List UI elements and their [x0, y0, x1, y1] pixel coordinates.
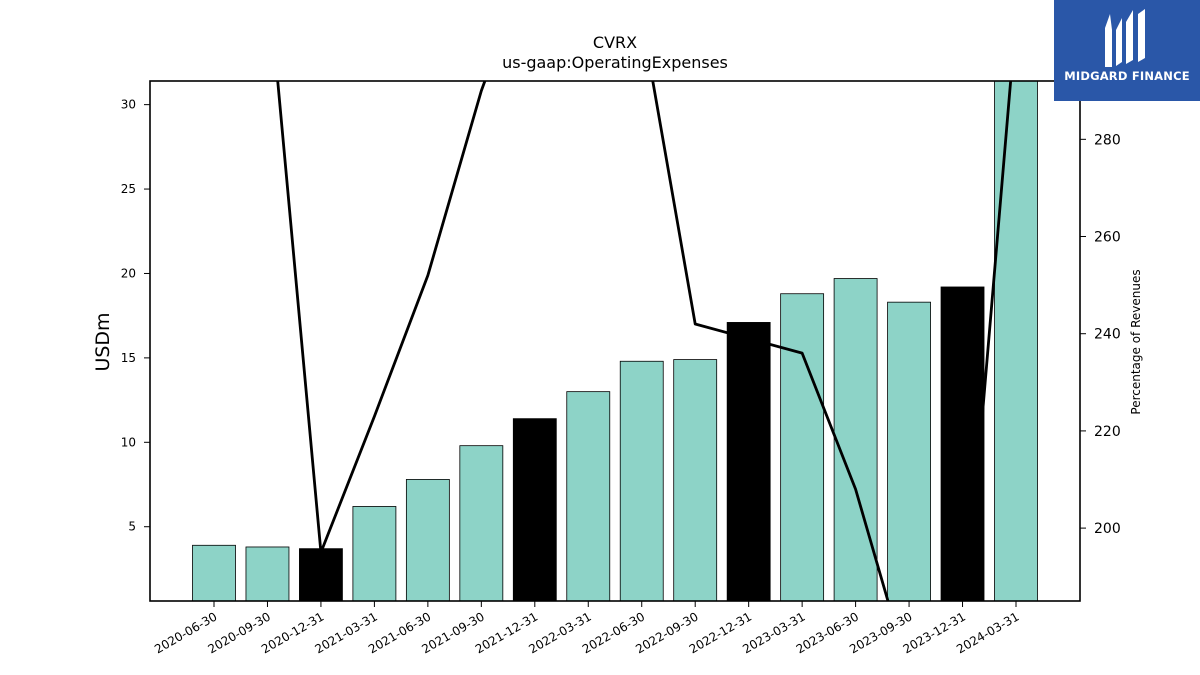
bar-series — [192, 81, 1038, 601]
bar-2020-06-30 — [192, 544, 236, 601]
y-tick-label: 20 — [121, 266, 136, 280]
y2-tick-label: 240 — [1094, 327, 1121, 343]
line-series — [276, 81, 1013, 601]
y-axis-label: USDm — [92, 312, 114, 371]
bar-2024-03-31 — [994, 81, 1038, 601]
y-tick-label: 5 — [128, 520, 136, 534]
y-tick-label: 25 — [121, 182, 136, 196]
bar-2021-03-31 — [352, 506, 397, 601]
chart-title: CVRX — [593, 33, 637, 52]
bar-2022-03-31 — [566, 391, 611, 601]
midgard-logo: MIDGARD FINANCE — [1054, 0, 1200, 101]
bar-2023-03-31 — [780, 293, 825, 601]
percentage-line — [276, 81, 1013, 601]
y2-axis-label: Percentage of Revenues — [1129, 269, 1143, 414]
midgard-logo-icon — [1105, 9, 1145, 67]
bar-2021-09-30 — [459, 445, 504, 601]
bar-2023-06-30 — [833, 278, 878, 601]
logo-text: MIDGARD FINANCE — [1064, 69, 1190, 83]
y-tick-label: 30 — [121, 98, 136, 112]
bar-2022-09-30 — [673, 359, 718, 601]
y-tick-label: 10 — [121, 435, 136, 449]
bar-2021-06-30 — [405, 479, 450, 601]
y2-tick-label: 260 — [1094, 230, 1121, 246]
y-tick-label: 15 — [121, 351, 136, 365]
y2-tick-label: 220 — [1094, 424, 1121, 440]
y2-tick-label: 200 — [1094, 521, 1121, 537]
bar-2020-12-31 — [299, 548, 343, 601]
bar-2022-12-31 — [726, 322, 771, 601]
y2-tick-label: 280 — [1094, 132, 1121, 148]
bar-2021-12-31 — [512, 418, 557, 601]
plot-frame — [149, 80, 1081, 602]
bar-2022-06-30 — [619, 360, 664, 601]
bar-2023-12-31 — [940, 286, 985, 601]
bar-2023-09-30 — [887, 301, 931, 601]
chart-subtitle: us-gaap:OperatingExpenses — [502, 53, 728, 72]
bar-2020-09-30 — [245, 546, 290, 601]
